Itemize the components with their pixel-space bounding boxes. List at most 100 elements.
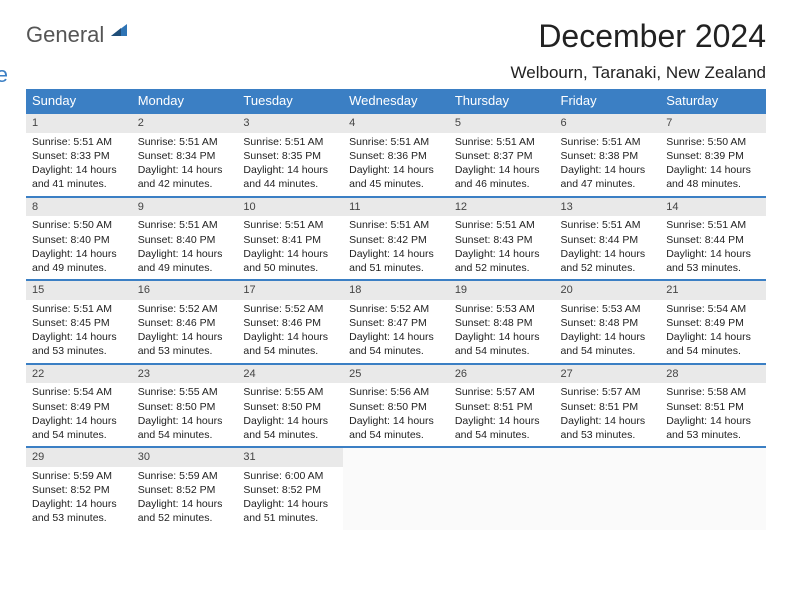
sunrise-text: Sunrise: 5:51 AM (561, 218, 655, 232)
sunset-text: Sunset: 8:41 PM (243, 233, 337, 247)
sunrise-text: Sunrise: 5:51 AM (243, 218, 337, 232)
daylight-text: Daylight: 14 hours and 41 minutes. (32, 163, 126, 191)
sunset-text: Sunset: 8:49 PM (32, 400, 126, 414)
daylight-text: Daylight: 14 hours and 54 minutes. (349, 414, 443, 442)
day-number: 4 (343, 114, 449, 133)
calendar-row: 29Sunrise: 5:59 AMSunset: 8:52 PMDayligh… (26, 447, 766, 530)
sunrise-text: Sunrise: 5:54 AM (32, 385, 126, 399)
day-number: 19 (449, 281, 555, 300)
daylight-text: Daylight: 14 hours and 48 minutes. (666, 163, 760, 191)
calendar-cell: 12Sunrise: 5:51 AMSunset: 8:43 PMDayligh… (449, 197, 555, 281)
calendar-cell: 8Sunrise: 5:50 AMSunset: 8:40 PMDaylight… (26, 197, 132, 281)
weekday-header: Friday (555, 89, 661, 113)
day-data: Sunrise: 5:51 AMSunset: 8:40 PMDaylight:… (132, 216, 238, 279)
sunset-text: Sunset: 8:46 PM (243, 316, 337, 330)
calendar-cell: 20Sunrise: 5:53 AMSunset: 8:48 PMDayligh… (555, 280, 661, 364)
sunrise-text: Sunrise: 5:52 AM (243, 302, 337, 316)
day-data: Sunrise: 5:50 AMSunset: 8:39 PMDaylight:… (660, 133, 766, 196)
day-data: Sunrise: 5:51 AMSunset: 8:35 PMDaylight:… (237, 133, 343, 196)
day-number: 15 (26, 281, 132, 300)
day-number: 5 (449, 114, 555, 133)
sunset-text: Sunset: 8:49 PM (666, 316, 760, 330)
sunrise-text: Sunrise: 5:58 AM (666, 385, 760, 399)
sunset-text: Sunset: 8:40 PM (138, 233, 232, 247)
sunrise-text: Sunrise: 5:51 AM (349, 218, 443, 232)
calendar-cell: 10Sunrise: 5:51 AMSunset: 8:41 PMDayligh… (237, 197, 343, 281)
sunset-text: Sunset: 8:40 PM (32, 233, 126, 247)
sunrise-text: Sunrise: 5:59 AM (138, 469, 232, 483)
calendar-cell: 17Sunrise: 5:52 AMSunset: 8:46 PMDayligh… (237, 280, 343, 364)
calendar-row: 8Sunrise: 5:50 AMSunset: 8:40 PMDaylight… (26, 197, 766, 281)
daylight-text: Daylight: 14 hours and 54 minutes. (455, 330, 549, 358)
sunset-text: Sunset: 8:50 PM (349, 400, 443, 414)
calendar-cell-empty: .. (555, 447, 661, 530)
day-data: Sunrise: 5:52 AMSunset: 8:46 PMDaylight:… (132, 300, 238, 363)
day-number: 16 (132, 281, 238, 300)
sunrise-text: Sunrise: 5:51 AM (243, 135, 337, 149)
calendar-cell: 18Sunrise: 5:52 AMSunset: 8:47 PMDayligh… (343, 280, 449, 364)
calendar-cell: 26Sunrise: 5:57 AMSunset: 8:51 PMDayligh… (449, 364, 555, 448)
calendar-cell: 25Sunrise: 5:56 AMSunset: 8:50 PMDayligh… (343, 364, 449, 448)
daylight-text: Daylight: 14 hours and 47 minutes. (561, 163, 655, 191)
calendar-cell: 3Sunrise: 5:51 AMSunset: 8:35 PMDaylight… (237, 113, 343, 197)
sunset-text: Sunset: 8:50 PM (243, 400, 337, 414)
day-data: Sunrise: 5:51 AMSunset: 8:44 PMDaylight:… (660, 216, 766, 279)
daylight-text: Daylight: 14 hours and 53 minutes. (32, 497, 126, 525)
day-data: Sunrise: 5:53 AMSunset: 8:48 PMDaylight:… (449, 300, 555, 363)
day-number: 23 (132, 365, 238, 384)
day-data: Sunrise: 5:51 AMSunset: 8:34 PMDaylight:… (132, 133, 238, 196)
calendar-cell: 2Sunrise: 5:51 AMSunset: 8:34 PMDaylight… (132, 113, 238, 197)
daylight-text: Daylight: 14 hours and 46 minutes. (455, 163, 549, 191)
day-data: Sunrise: 5:54 AMSunset: 8:49 PMDaylight:… (26, 383, 132, 446)
sunrise-text: Sunrise: 5:50 AM (666, 135, 760, 149)
calendar-cell: 27Sunrise: 5:57 AMSunset: 8:51 PMDayligh… (555, 364, 661, 448)
sunset-text: Sunset: 8:51 PM (561, 400, 655, 414)
weekday-header: Tuesday (237, 89, 343, 113)
sunrise-text: Sunrise: 5:51 AM (666, 218, 760, 232)
calendar-cell: 22Sunrise: 5:54 AMSunset: 8:49 PMDayligh… (26, 364, 132, 448)
daylight-text: Daylight: 14 hours and 45 minutes. (349, 163, 443, 191)
sunset-text: Sunset: 8:50 PM (138, 400, 232, 414)
day-number: 27 (555, 365, 661, 384)
calendar-cell: 29Sunrise: 5:59 AMSunset: 8:52 PMDayligh… (26, 447, 132, 530)
day-number: 26 (449, 365, 555, 384)
sunset-text: Sunset: 8:52 PM (243, 483, 337, 497)
daylight-text: Daylight: 14 hours and 51 minutes. (349, 247, 443, 275)
daylight-text: Daylight: 14 hours and 44 minutes. (243, 163, 337, 191)
daylight-text: Daylight: 14 hours and 53 minutes. (561, 414, 655, 442)
day-number: 9 (132, 198, 238, 217)
day-data: Sunrise: 5:51 AMSunset: 8:37 PMDaylight:… (449, 133, 555, 196)
sunset-text: Sunset: 8:44 PM (561, 233, 655, 247)
daylight-text: Daylight: 14 hours and 42 minutes. (138, 163, 232, 191)
daylight-text: Daylight: 14 hours and 54 minutes. (138, 414, 232, 442)
day-number: 24 (237, 365, 343, 384)
sunset-text: Sunset: 8:34 PM (138, 149, 232, 163)
calendar-cell: 23Sunrise: 5:55 AMSunset: 8:50 PMDayligh… (132, 364, 238, 448)
header: General Blue December 2024 Welbourn, Tar… (26, 18, 766, 83)
calendar-cell: 14Sunrise: 5:51 AMSunset: 8:44 PMDayligh… (660, 197, 766, 281)
daylight-text: Daylight: 14 hours and 53 minutes. (666, 247, 760, 275)
sunrise-text: Sunrise: 5:51 AM (561, 135, 655, 149)
weekday-header-row: Sunday Monday Tuesday Wednesday Thursday… (26, 89, 766, 113)
sunrise-text: Sunrise: 5:52 AM (138, 302, 232, 316)
daylight-text: Daylight: 14 hours and 51 minutes. (243, 497, 337, 525)
day-number: 14 (660, 198, 766, 217)
sunrise-text: Sunrise: 6:00 AM (243, 469, 337, 483)
calendar-cell: 6Sunrise: 5:51 AMSunset: 8:38 PMDaylight… (555, 113, 661, 197)
sunrise-text: Sunrise: 5:53 AM (561, 302, 655, 316)
calendar-cell: 13Sunrise: 5:51 AMSunset: 8:44 PMDayligh… (555, 197, 661, 281)
calendar-cell: 7Sunrise: 5:50 AMSunset: 8:39 PMDaylight… (660, 113, 766, 197)
sunrise-text: Sunrise: 5:57 AM (561, 385, 655, 399)
sunrise-text: Sunrise: 5:56 AM (349, 385, 443, 399)
day-data: Sunrise: 5:57 AMSunset: 8:51 PMDaylight:… (555, 383, 661, 446)
sunrise-text: Sunrise: 5:57 AM (455, 385, 549, 399)
weekday-header: Saturday (660, 89, 766, 113)
calendar-cell: 28Sunrise: 5:58 AMSunset: 8:51 PMDayligh… (660, 364, 766, 448)
sunrise-text: Sunrise: 5:52 AM (349, 302, 443, 316)
calendar-cell-empty: .. (660, 447, 766, 530)
daylight-text: Daylight: 14 hours and 49 minutes. (32, 247, 126, 275)
day-data: Sunrise: 5:51 AMSunset: 8:38 PMDaylight:… (555, 133, 661, 196)
sunset-text: Sunset: 8:48 PM (561, 316, 655, 330)
logo-text-general: General (26, 22, 104, 47)
day-data: Sunrise: 5:59 AMSunset: 8:52 PMDaylight:… (132, 467, 238, 530)
